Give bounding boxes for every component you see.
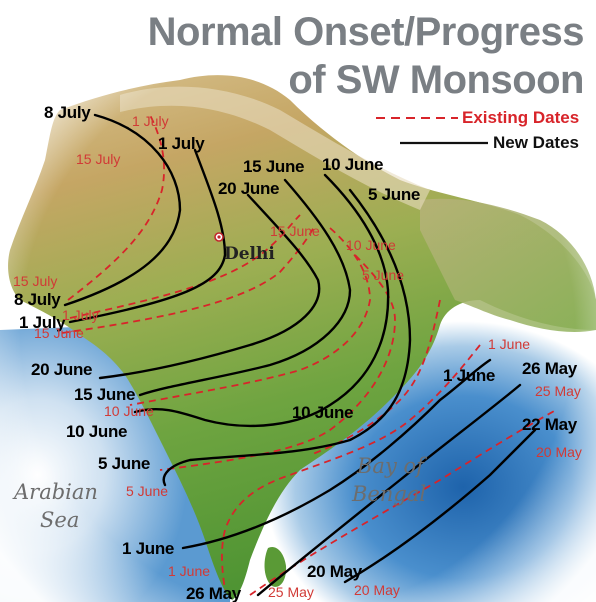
new-line-1-july bbox=[68, 148, 227, 324]
existing-line-15-june bbox=[61, 224, 316, 334]
new-line-5-june bbox=[162, 188, 412, 487]
new-date-label: 10 June bbox=[292, 403, 354, 422]
new-line-10-june bbox=[133, 173, 390, 428]
existing-date-label: 15 July bbox=[76, 151, 121, 167]
existing-date-label: 15 June bbox=[270, 223, 320, 239]
new-date-label: 20 May bbox=[307, 562, 362, 581]
existing-isolines bbox=[61, 114, 557, 596]
existing-date-label: 5 June bbox=[362, 267, 405, 283]
new-date-label: 10 June bbox=[66, 422, 128, 441]
map-title: Normal Onset/Progress bbox=[147, 10, 585, 54]
new-line-8-july bbox=[63, 113, 182, 307]
map-subtitle: of SW Monsoon bbox=[288, 58, 584, 102]
legend-new-label: New Dates bbox=[493, 133, 579, 152]
sea-label-bay-2: Bengal bbox=[352, 482, 427, 506]
new-date-label: 20 June bbox=[218, 179, 280, 198]
new-date-label: 8 July bbox=[44, 103, 91, 122]
existing-line-15-july bbox=[67, 114, 165, 301]
existing-date-label: 1 July bbox=[132, 113, 169, 129]
existing-date-label: 10 June bbox=[104, 403, 154, 419]
existing-line-10-june-north bbox=[129, 227, 371, 406]
legend-existing-label: Existing Dates bbox=[462, 108, 580, 127]
existing-date-label: 15 July bbox=[13, 273, 58, 289]
city-label-delhi: Delhi bbox=[224, 244, 275, 264]
delhi-marker bbox=[214, 232, 224, 242]
new-date-label: 15 June bbox=[243, 157, 305, 176]
new-line-20-june bbox=[98, 193, 321, 380]
legend-swatches bbox=[376, 117, 488, 145]
existing-date-label: 15 June bbox=[34, 325, 84, 341]
existing-date-label: 1 June bbox=[168, 563, 211, 579]
sea-label-arabian: Arabian bbox=[14, 480, 98, 504]
new-date-label: 10 June bbox=[322, 155, 384, 174]
new-date-label: 5 June bbox=[98, 454, 151, 473]
existing-date-label: 20 May bbox=[536, 444, 582, 460]
existing-line-1-june bbox=[221, 344, 481, 591]
new-date-label: 1 June bbox=[122, 539, 175, 558]
existing-date-label: 10 June bbox=[346, 237, 396, 253]
new-date-label: 20 June bbox=[31, 360, 93, 379]
new-date-label: 22 May bbox=[522, 415, 577, 434]
sea-label-bay: Bay of bbox=[357, 454, 424, 478]
new-date-label: 15 June bbox=[74, 385, 136, 404]
existing-date-label: 5 June bbox=[126, 483, 169, 499]
new-line-22-may bbox=[343, 428, 537, 584]
new-line-26-may bbox=[256, 383, 522, 597]
new-line-1-june bbox=[181, 358, 492, 550]
new-date-label: 1 July bbox=[19, 313, 66, 332]
new-date-label: 26 May bbox=[522, 359, 577, 378]
sea-label-arabian-2: Sea bbox=[40, 508, 80, 532]
existing-date-label: 1 July bbox=[62, 307, 99, 323]
existing-date-label: 20 May bbox=[354, 582, 400, 598]
existing-line-25-may bbox=[309, 299, 441, 456]
new-date-label: 1 June bbox=[443, 366, 496, 385]
new-line-15-june bbox=[138, 178, 352, 397]
new-isolines bbox=[63, 113, 537, 597]
existing-line-1-july bbox=[69, 214, 301, 319]
existing-line-20-may bbox=[249, 409, 557, 596]
new-date-label: 1 July bbox=[158, 134, 205, 153]
existing-date-label: 1 June bbox=[488, 336, 531, 352]
new-date-label: 26 May bbox=[186, 584, 241, 602]
new-date-label: 5 June bbox=[368, 185, 421, 204]
existing-date-label: 25 May bbox=[535, 383, 581, 399]
new-date-label: 8 July bbox=[14, 290, 61, 309]
existing-line-5-june bbox=[159, 254, 396, 471]
existing-date-label: 25 May bbox=[268, 584, 314, 600]
